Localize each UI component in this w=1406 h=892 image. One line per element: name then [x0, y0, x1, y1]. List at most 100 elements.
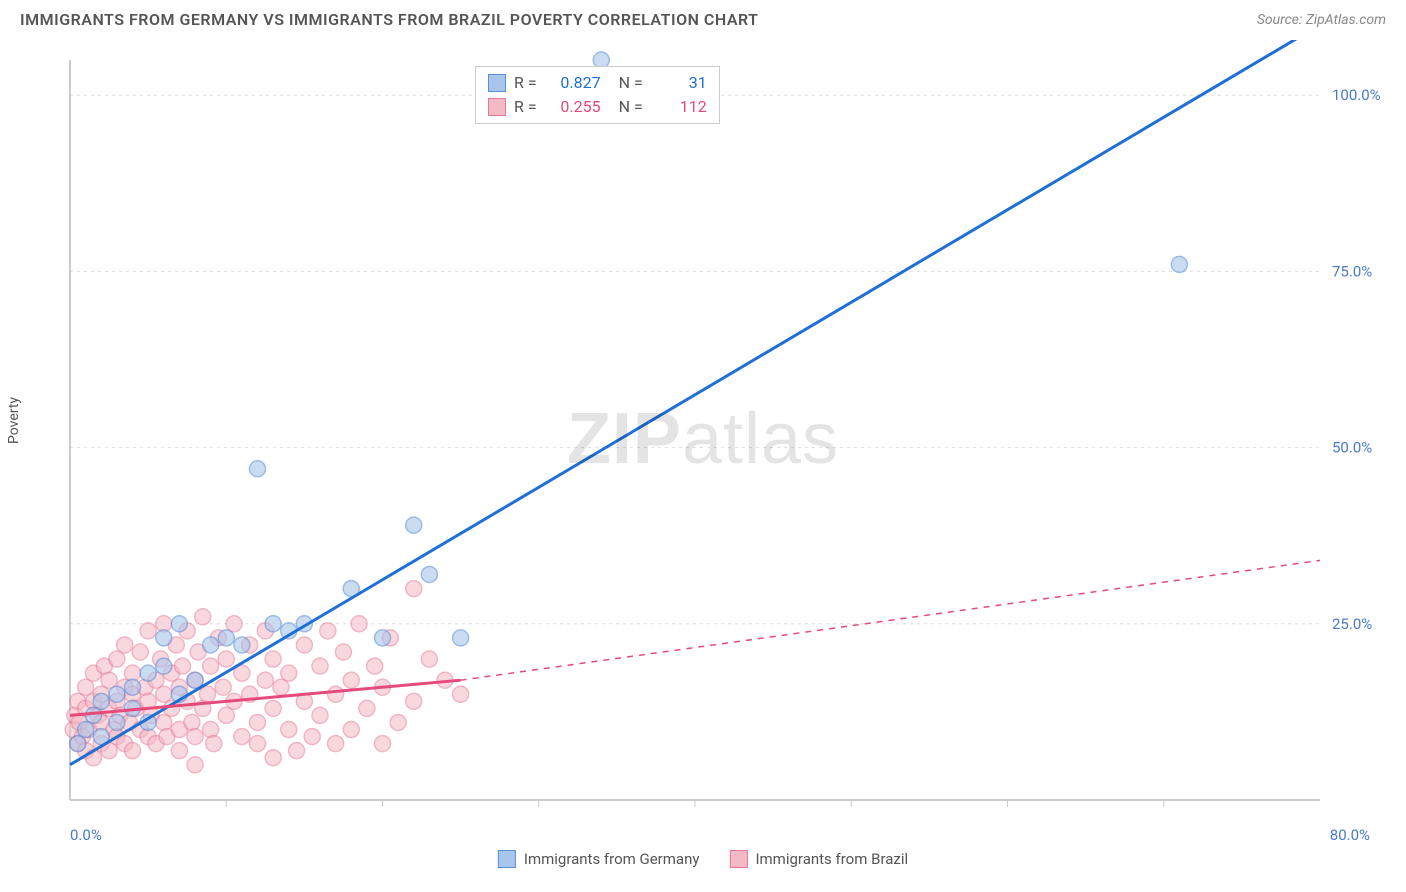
data-point: [273, 679, 289, 695]
legend-swatch: [488, 74, 506, 92]
data-point: [70, 736, 86, 752]
data-point: [265, 651, 281, 667]
legend-r-label: R =: [514, 71, 537, 95]
y-tick-label: 50.0%: [1332, 439, 1372, 457]
data-point: [140, 623, 156, 639]
legend-n-label: N =: [619, 71, 643, 95]
data-point: [421, 566, 437, 582]
data-point: [390, 714, 406, 730]
data-point: [257, 672, 273, 688]
data-point: [234, 637, 250, 653]
series-legend: Immigrants from Germany Immigrants from …: [498, 850, 908, 868]
data-point: [78, 679, 94, 695]
data-point: [132, 644, 148, 660]
data-point: [296, 637, 312, 653]
data-point: [281, 665, 297, 681]
data-point: [78, 722, 94, 738]
trend-line-ext: [461, 560, 1320, 680]
legend-n-label: N =: [619, 95, 643, 119]
data-point: [250, 461, 266, 477]
data-point: [93, 693, 109, 709]
data-point: [367, 658, 383, 674]
data-point: [250, 714, 266, 730]
data-point: [184, 714, 200, 730]
source-label: Source: ZipAtlas.com: [1257, 12, 1386, 28]
data-point: [328, 736, 344, 752]
legend-label: Immigrants from Germany: [524, 850, 700, 868]
data-point: [453, 630, 469, 646]
legend-swatch: [498, 850, 516, 868]
y-tick-label: 100.0%: [1332, 86, 1381, 104]
data-point: [203, 658, 219, 674]
legend-r-label: R =: [514, 95, 537, 119]
data-point: [265, 700, 281, 716]
chart-title: IMMIGRANTS FROM GERMANY VS IMMIGRANTS FR…: [20, 10, 759, 29]
legend-label: Immigrants from Brazil: [755, 850, 908, 868]
data-point: [175, 658, 191, 674]
data-point: [312, 707, 328, 723]
data-point: [101, 672, 117, 688]
data-point: [203, 637, 219, 653]
data-point: [351, 616, 367, 632]
data-point: [85, 707, 101, 723]
legend-r-value: 0.827: [545, 71, 601, 95]
legend-item: Immigrants from Brazil: [729, 850, 908, 868]
chart-container: Poverty 25.0%50.0%75.0%100.0%0.0%80.0% R…: [20, 40, 1386, 872]
data-point: [109, 714, 125, 730]
y-axis-label: Poverty: [6, 397, 22, 444]
data-point: [406, 517, 422, 533]
data-point: [125, 679, 141, 695]
data-point: [171, 616, 187, 632]
data-point: [226, 616, 242, 632]
data-point: [304, 729, 320, 745]
y-tick-label: 25.0%: [1332, 615, 1372, 633]
data-point: [234, 729, 250, 745]
data-point: [215, 679, 231, 695]
x-tick-label: 80.0%: [1330, 826, 1370, 844]
x-tick-label: 0.0%: [70, 826, 102, 844]
data-point: [375, 630, 391, 646]
data-point: [203, 722, 219, 738]
data-point: [453, 686, 469, 702]
data-point: [117, 637, 133, 653]
data-point: [109, 651, 125, 667]
data-point: [343, 672, 359, 688]
data-point: [265, 616, 281, 632]
data-point: [218, 651, 234, 667]
data-point: [1171, 256, 1187, 272]
data-point: [156, 714, 172, 730]
data-point: [406, 693, 422, 709]
correlation-legend: R = 0.827 N = 31 R = 0.255 N = 112: [475, 66, 720, 124]
y-tick-label: 75.0%: [1332, 262, 1372, 280]
data-point: [359, 700, 375, 716]
legend-n-value: 31: [651, 71, 707, 95]
data-point: [421, 651, 437, 667]
data-point: [312, 658, 328, 674]
data-point: [187, 729, 203, 745]
data-point: [406, 581, 422, 597]
data-point: [206, 736, 222, 752]
data-point: [289, 743, 305, 759]
data-point: [125, 743, 141, 759]
data-point: [375, 736, 391, 752]
legend-n-value: 112: [651, 95, 707, 119]
data-point: [171, 743, 187, 759]
data-point: [140, 665, 156, 681]
data-point: [218, 630, 234, 646]
legend-row: R = 0.255 N = 112: [488, 95, 707, 119]
legend-row: R = 0.827 N = 31: [488, 71, 707, 95]
data-point: [195, 609, 211, 625]
scatter-plot: 25.0% 50.0% 75.0% 100.0% 0.0% 80.0%: [50, 40, 1386, 850]
legend-item: Immigrants from Germany: [498, 850, 700, 868]
data-point: [156, 630, 172, 646]
legend-swatch: [729, 850, 747, 868]
data-point: [156, 686, 172, 702]
data-point: [320, 623, 336, 639]
data-point: [200, 686, 216, 702]
legend-r-value: 0.255: [545, 95, 601, 119]
data-point: [218, 707, 234, 723]
legend-swatch: [488, 98, 506, 116]
data-point: [156, 658, 172, 674]
data-point: [109, 686, 125, 702]
data-point: [250, 736, 266, 752]
